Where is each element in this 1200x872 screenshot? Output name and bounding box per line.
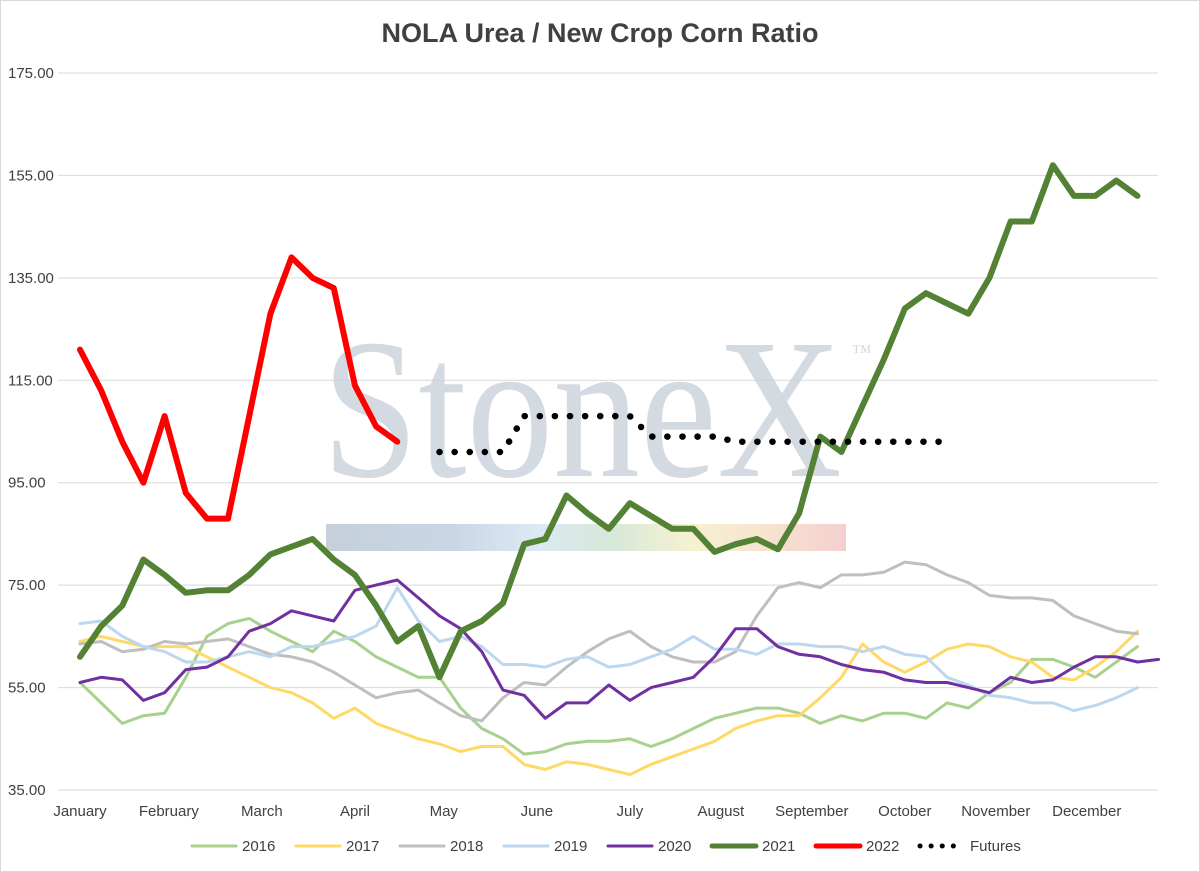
trademark-mark: ™ bbox=[852, 341, 872, 363]
series-line-2021 bbox=[77, 162, 1141, 681]
legend-label-futures: Futures bbox=[970, 838, 1021, 855]
x-tick-label: July bbox=[617, 803, 644, 820]
x-tick-label: August bbox=[697, 803, 745, 820]
x-tick-label: December bbox=[1052, 803, 1121, 820]
legend-label-2021: 2021 bbox=[762, 838, 795, 855]
y-tick-label: 115.00 bbox=[8, 372, 53, 389]
legend-label-2017: 2017 bbox=[346, 838, 379, 855]
y-tick-label: 175.00 bbox=[8, 65, 54, 82]
y-tick-label: 35.00 bbox=[8, 782, 46, 799]
series-line-2017 bbox=[78, 629, 1139, 777]
legend-label-2016: 2016 bbox=[242, 838, 275, 855]
x-tick-label: March bbox=[241, 803, 283, 820]
series-line-2019 bbox=[78, 586, 1139, 713]
series-line-2022 bbox=[77, 254, 401, 522]
y-tick-label: 55.00 bbox=[8, 680, 46, 697]
series-line-2016 bbox=[78, 616, 1139, 756]
legend-label-2020: 2020 bbox=[658, 838, 691, 855]
chart-title: NOLA Urea / New Crop Corn Ratio bbox=[381, 18, 819, 48]
series-line-futures bbox=[436, 412, 951, 456]
x-tick-label: January bbox=[53, 803, 107, 820]
x-tick-label: April bbox=[340, 803, 370, 820]
y-tick-label: 75.00 bbox=[8, 577, 46, 594]
y-tick-label: 95.00 bbox=[8, 475, 46, 492]
legend-label-2018: 2018 bbox=[450, 838, 483, 855]
x-tick-label: November bbox=[961, 803, 1030, 820]
legend-label-2019: 2019 bbox=[554, 838, 587, 855]
series-line-2018 bbox=[78, 560, 1139, 723]
x-tick-label: September bbox=[775, 803, 848, 820]
watermark-logo: StoneX bbox=[322, 299, 842, 520]
x-tick-label: May bbox=[430, 803, 459, 820]
x-tick-label: February bbox=[139, 803, 200, 820]
legend-label-2022: 2022 bbox=[866, 838, 899, 855]
series-line-2020 bbox=[78, 578, 1161, 720]
x-tick-label: June bbox=[521, 803, 554, 820]
x-tick-label: October bbox=[878, 803, 931, 820]
y-tick-label: 135.00 bbox=[8, 270, 54, 287]
y-tick-label: 155.00 bbox=[8, 167, 54, 184]
